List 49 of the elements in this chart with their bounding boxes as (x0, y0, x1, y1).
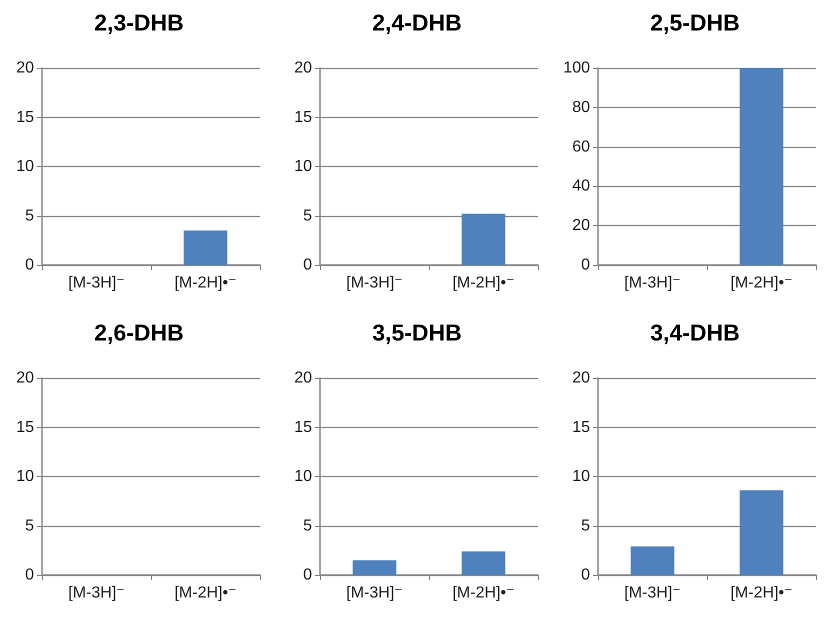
x-tick-label: [M-2H]•⁻ (174, 584, 237, 602)
chart-title: 3,4-DHB (650, 320, 740, 346)
y-tick-label: 15 (16, 418, 34, 436)
y-tick-label: 0 (303, 256, 312, 274)
y-tick-label: 0 (581, 256, 590, 274)
x-tick-label: [M-3H]⁻ (624, 274, 681, 292)
y-tick-label: 10 (294, 468, 312, 485)
y-tick-label: 20 (294, 370, 312, 386)
x-tick-label: [M-2H]•⁻ (452, 274, 515, 292)
x-tick-label: [M-2H]•⁻ (452, 584, 515, 602)
x-tick-label: [M-3H]⁻ (346, 584, 403, 602)
chart-title: 2,3-DHB (94, 10, 184, 36)
y-tick-label: 20 (16, 60, 34, 76)
y-tick-label: 5 (25, 517, 34, 534)
x-tick-label: [M-3H]⁻ (68, 274, 125, 292)
y-tick-label: 5 (581, 517, 590, 534)
y-tick-label: 10 (16, 158, 34, 175)
x-tick-label: [M-2H]•⁻ (730, 274, 793, 292)
y-tick-label: 40 (572, 178, 590, 195)
y-tick-label: 0 (25, 256, 34, 274)
y-tick-label: 15 (16, 108, 34, 126)
y-tick-label: 20 (294, 60, 312, 76)
y-tick-label: 10 (572, 468, 590, 485)
y-tick-label: 20 (572, 217, 590, 234)
y-tick-label: 5 (303, 517, 312, 534)
chart-title: 3,5-DHB (372, 320, 462, 346)
y-tick-label: 15 (294, 108, 312, 126)
y-tick-label: 5 (25, 207, 34, 224)
y-tick-label: 0 (25, 566, 34, 584)
y-tick-label: 80 (572, 98, 590, 116)
y-tick-label: 0 (303, 566, 312, 584)
y-tick-label: 20 (16, 370, 34, 386)
y-tick-label: 20 (572, 370, 590, 386)
y-tick-label: 60 (572, 138, 590, 156)
y-tick-label: 10 (16, 468, 34, 485)
y-tick-label: 0 (581, 566, 590, 584)
chart-title: 2,5-DHB (650, 10, 740, 36)
x-tick-label: [M-2H]•⁻ (730, 584, 793, 602)
y-tick-label: 100 (563, 60, 590, 76)
y-tick-label: 10 (294, 158, 312, 175)
chart-title: 2,6-DHB (94, 320, 184, 346)
y-tick-label: 15 (572, 418, 590, 436)
chart-title: 2,4-DHB (372, 10, 462, 36)
x-tick-label: [M-3H]⁻ (624, 584, 681, 602)
x-tick-label: [M-2H]•⁻ (174, 274, 237, 292)
y-tick-label: 5 (303, 207, 312, 224)
y-tick-label: 15 (294, 418, 312, 436)
x-tick-label: [M-3H]⁻ (68, 584, 125, 602)
x-tick-label: [M-3H]⁻ (346, 274, 403, 292)
